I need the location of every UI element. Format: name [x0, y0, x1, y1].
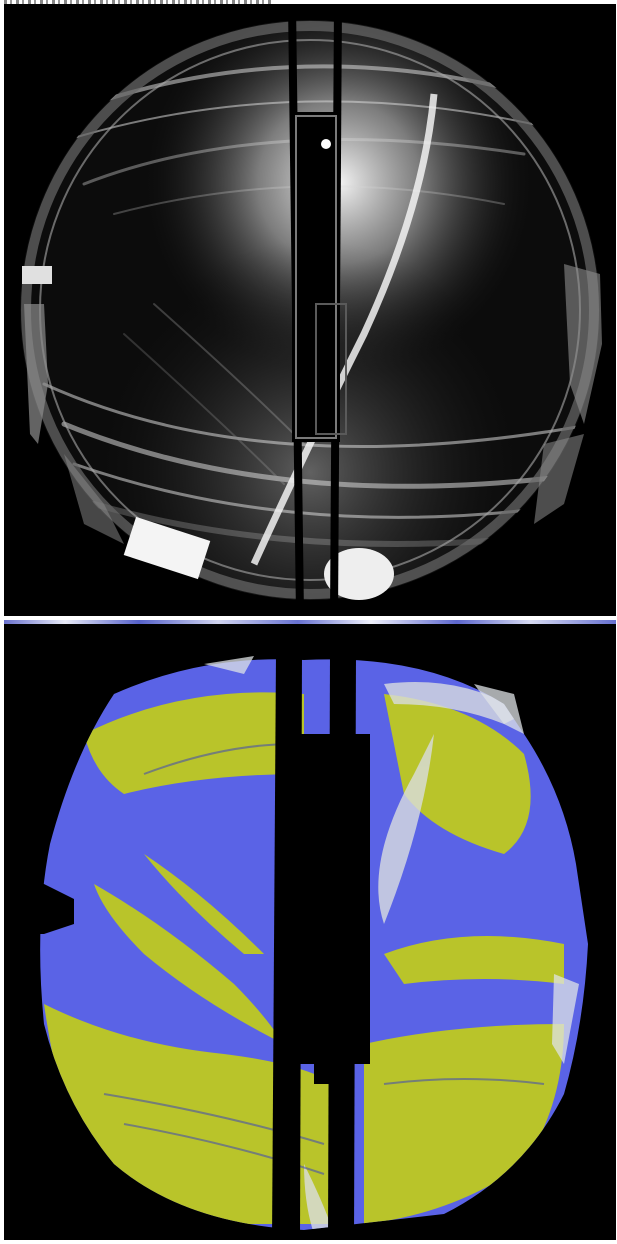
- horizon-edge: [24, 264, 602, 544]
- shadow-band: [288, 4, 347, 616]
- separator-strip: [4, 620, 616, 626]
- masked-shadow-band: [272, 652, 370, 1240]
- thin-cloud-highlights: [304, 682, 524, 1230]
- contrail: [250, 93, 438, 566]
- white-dome: [324, 548, 394, 600]
- top-edge-noise: [4, 0, 274, 6]
- raw-fisheye-panel: [4, 4, 616, 616]
- left-obstruction-mask: [14, 884, 74, 934]
- raw-fisheye-image: [4, 4, 616, 616]
- classified-mask-panel: [4, 624, 616, 1240]
- white-obstruction-left: [123, 516, 211, 580]
- white-obstruction-side: [22, 266, 52, 284]
- sun-spot: [321, 139, 331, 149]
- mask-edge-fragments: [204, 656, 579, 1064]
- classified-mask-image: [4, 624, 616, 1240]
